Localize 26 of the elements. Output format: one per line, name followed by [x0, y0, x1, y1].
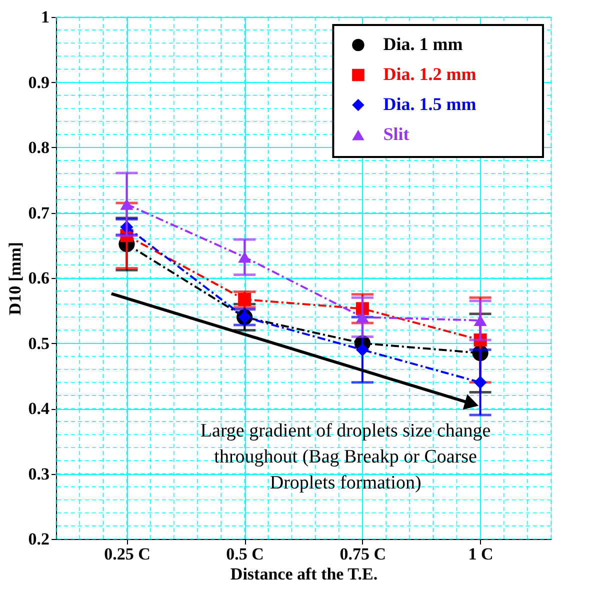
y-tick-label: 0.7: [28, 203, 50, 222]
legend-label: Slit: [383, 124, 410, 144]
point: [474, 376, 487, 389]
point: [238, 251, 252, 263]
y-tick-label: 0.2: [28, 530, 50, 548]
y-axis-title: D10 [mm]: [5, 242, 24, 316]
point: [120, 198, 134, 210]
x-axis-title: Distance aft the T.E.: [230, 564, 378, 584]
y-tick-label: 0.4: [28, 399, 50, 418]
point: [356, 343, 369, 356]
x-tick-label: 0.75 C: [340, 544, 386, 564]
y-tick-label: 1: [41, 8, 50, 26]
point: [238, 293, 252, 306]
y-tick-label: 0.3: [28, 464, 50, 484]
point: [356, 312, 369, 323]
y-tick-label: 0.6: [28, 268, 50, 288]
x-tick-label: 0.25 C: [104, 544, 150, 564]
legend-label: Dia. 1 mm: [383, 34, 463, 54]
y-tick-label: 0.8: [28, 138, 50, 157]
x-tick-label: 0.5 C: [226, 544, 264, 564]
y-tick-label: 0.5: [28, 334, 50, 353]
legend-label: Dia. 1.2 mm: [383, 64, 476, 84]
x-tick-label: 1 C: [468, 544, 494, 564]
legend-label: Dia. 1.5 mm: [383, 94, 476, 114]
point: [474, 314, 487, 326]
y-tick-label: 0.9: [28, 72, 50, 92]
